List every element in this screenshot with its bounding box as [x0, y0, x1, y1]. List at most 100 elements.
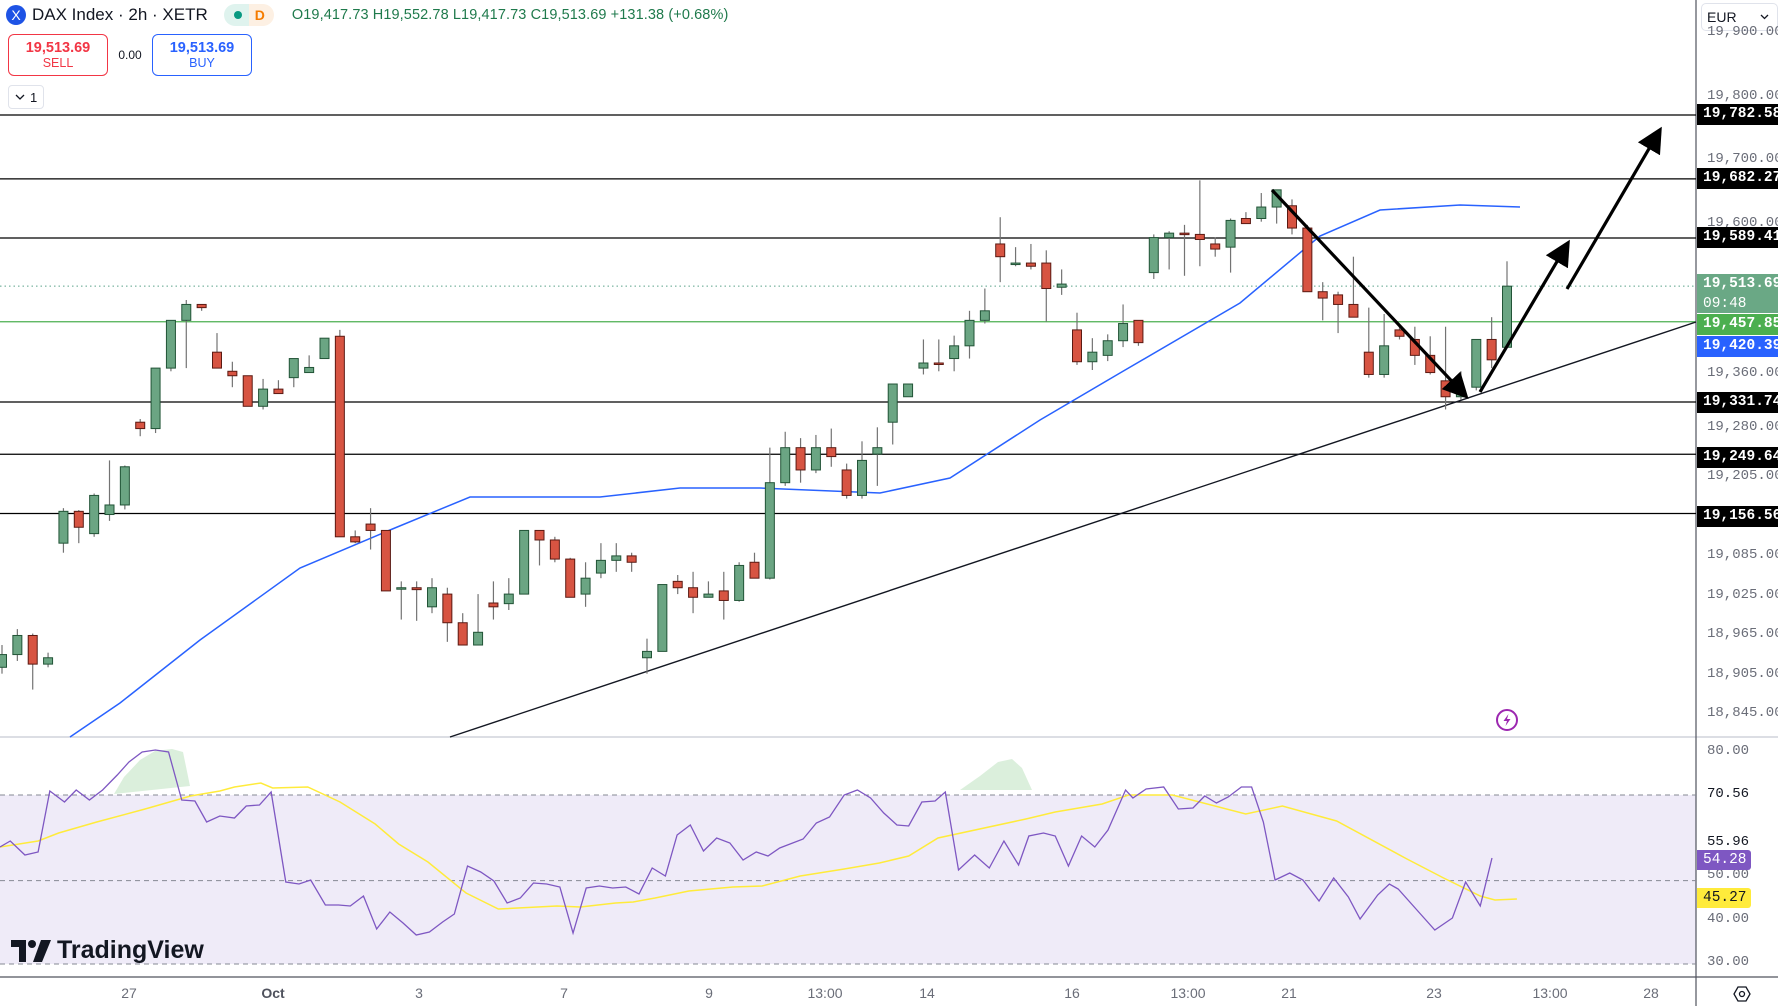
candle[interactable] — [857, 441, 867, 499]
candle[interactable] — [1118, 304, 1129, 348]
candle[interactable] — [1072, 312, 1082, 365]
candle[interactable] — [165, 319, 176, 372]
candle[interactable] — [334, 329, 345, 538]
candle[interactable] — [718, 571, 729, 620]
candle[interactable] — [1194, 180, 1205, 267]
candle[interactable] — [304, 355, 315, 374]
candle[interactable] — [1486, 317, 1497, 369]
candle[interactable] — [442, 587, 453, 642]
candle[interactable] — [396, 581, 407, 620]
candle[interactable] — [549, 536, 560, 563]
candle[interactable] — [1025, 243, 1036, 270]
lightning-event-icon[interactable] — [1495, 708, 1519, 732]
candle[interactable] — [933, 339, 944, 372]
candle[interactable] — [626, 552, 637, 572]
candle[interactable] — [1056, 269, 1067, 295]
candle[interactable] — [903, 383, 914, 398]
candle[interactable] — [764, 447, 775, 580]
candle[interactable] — [1225, 218, 1236, 273]
candle[interactable] — [319, 337, 330, 360]
candle[interactable] — [534, 529, 545, 566]
candle[interactable] — [611, 543, 622, 572]
candle[interactable] — [89, 493, 100, 537]
sell-button[interactable]: 19,513.69 SELL — [8, 34, 108, 76]
candle[interactable] — [503, 578, 514, 611]
candle[interactable] — [27, 633, 38, 690]
candle[interactable] — [1041, 250, 1052, 322]
candle[interactable] — [488, 581, 499, 620]
candle[interactable] — [1348, 256, 1359, 318]
market-status-pill[interactable]: D — [223, 4, 274, 26]
candle[interactable] — [672, 574, 683, 595]
candle[interactable] — [288, 358, 299, 388]
candle[interactable] — [181, 299, 192, 369]
candle[interactable] — [1240, 212, 1251, 225]
tradingview-logo[interactable]: TradingView — [11, 936, 204, 965]
arrow-annotation[interactable] — [1270, 188, 1469, 399]
candle[interactable] — [703, 581, 714, 598]
candle[interactable] — [0, 645, 7, 674]
candle[interactable] — [457, 613, 468, 646]
arrow-annotation[interactable] — [1565, 126, 1662, 290]
candle[interactable] — [1256, 193, 1267, 222]
chart-settings-icon[interactable] — [1733, 985, 1751, 1003]
candle[interactable] — [1010, 247, 1021, 267]
indicators-toggle-button[interactable]: 1 — [8, 85, 45, 109]
candle[interactable] — [810, 434, 821, 474]
candle[interactable] — [795, 438, 806, 483]
candle[interactable] — [73, 510, 84, 544]
arrow-annotation[interactable] — [1478, 239, 1570, 393]
candle[interactable] — [642, 638, 652, 674]
candle[interactable] — [872, 427, 883, 486]
candle[interactable] — [657, 584, 668, 652]
candle[interactable] — [273, 380, 284, 395]
candle[interactable] — [995, 217, 1006, 283]
candle[interactable] — [1502, 261, 1512, 348]
candle[interactable] — [43, 652, 54, 668]
candle[interactable] — [227, 361, 238, 388]
candle[interactable] — [1179, 224, 1190, 276]
candle[interactable] — [1440, 326, 1451, 410]
candle[interactable] — [1379, 313, 1390, 378]
candle[interactable] — [1333, 291, 1344, 334]
candle[interactable] — [734, 562, 745, 602]
candle[interactable] — [1148, 234, 1159, 279]
candle[interactable] — [12, 629, 23, 661]
candle[interactable] — [104, 460, 115, 521]
candle[interactable] — [1102, 334, 1113, 362]
candle[interactable] — [749, 552, 760, 579]
candle[interactable] — [780, 431, 791, 486]
candle[interactable] — [565, 557, 576, 598]
candle[interactable] — [58, 508, 69, 553]
candle[interactable] — [826, 428, 837, 467]
candle[interactable] — [1133, 319, 1144, 346]
candle[interactable] — [964, 310, 975, 359]
candle[interactable] — [1302, 224, 1313, 293]
trendline[interactable] — [449, 321, 1697, 738]
candle[interactable] — [1471, 338, 1482, 391]
candle[interactable] — [595, 543, 606, 579]
candle[interactable] — [365, 508, 376, 550]
candle[interactable] — [350, 530, 361, 544]
candle[interactable] — [688, 571, 699, 614]
candle[interactable] — [918, 339, 929, 375]
symbol-title[interactable]: DAX Index · 2h · XETR — [32, 5, 208, 24]
candle[interactable] — [135, 419, 146, 437]
candle[interactable] — [150, 367, 161, 434]
buy-button[interactable]: 19,513.69 BUY — [152, 34, 252, 76]
candle[interactable] — [1087, 338, 1098, 371]
candle[interactable] — [196, 303, 207, 311]
candle[interactable] — [1210, 237, 1221, 257]
candle[interactable] — [242, 375, 253, 407]
candle[interactable] — [380, 529, 391, 592]
candle[interactable] — [212, 333, 222, 369]
candle[interactable] — [119, 465, 130, 510]
candle[interactable] — [258, 378, 269, 410]
candle[interactable] — [427, 578, 437, 614]
candle[interactable] — [580, 562, 591, 607]
candle[interactable] — [979, 288, 990, 324]
candle[interactable] — [1164, 231, 1175, 270]
candle[interactable] — [411, 581, 422, 621]
candle[interactable] — [887, 383, 898, 445]
